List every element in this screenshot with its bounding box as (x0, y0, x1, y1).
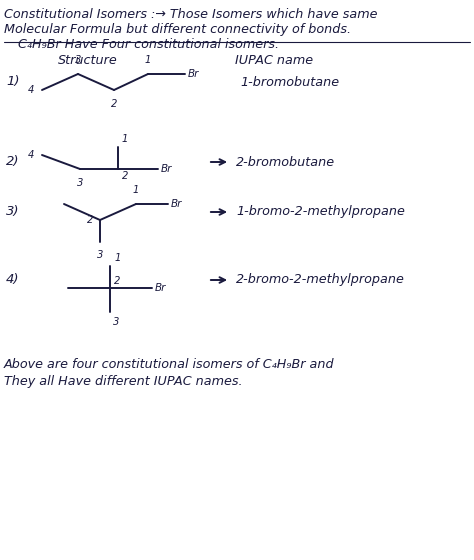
Text: 1: 1 (115, 253, 121, 263)
Text: IUPAC name: IUPAC name (235, 54, 313, 67)
Text: 1-bromo-2-methylpropane: 1-bromo-2-methylpropane (236, 206, 405, 218)
Text: 2: 2 (87, 215, 93, 225)
Text: Br: Br (161, 164, 173, 174)
Text: Br: Br (155, 283, 166, 293)
Text: Above are four constitutional isomers of C₄H₉Br and: Above are four constitutional isomers of… (4, 358, 335, 371)
Text: Structure: Structure (58, 54, 118, 67)
Text: 4: 4 (27, 85, 34, 95)
Text: 4): 4) (6, 273, 19, 287)
Text: 2-bromobutane: 2-bromobutane (236, 156, 335, 169)
Text: 1): 1) (6, 76, 19, 88)
Text: 1-bromobutane: 1-bromobutane (240, 76, 339, 88)
Text: 3: 3 (77, 178, 83, 188)
Text: 1: 1 (133, 185, 139, 195)
Text: 2-bromo-2-methylpropane: 2-bromo-2-methylpropane (236, 273, 405, 287)
Text: 2: 2 (114, 276, 120, 286)
Text: 3: 3 (113, 317, 119, 327)
Text: 1: 1 (145, 55, 151, 65)
Text: 2: 2 (122, 171, 128, 181)
Text: 4: 4 (27, 150, 34, 160)
Text: Constitutional Isomers :→ Those Isomers which have same: Constitutional Isomers :→ Those Isomers … (4, 8, 377, 21)
Text: Br: Br (171, 199, 182, 209)
Text: 2): 2) (6, 156, 19, 169)
Text: 3): 3) (6, 206, 19, 218)
Text: 3: 3 (97, 250, 103, 260)
Text: Molecular Formula but different connectivity of bonds.: Molecular Formula but different connecti… (4, 24, 351, 36)
Text: 3: 3 (75, 55, 81, 65)
Text: C₄H₉Br Have Four constitutional isomers.: C₄H₉Br Have Four constitutional isomers. (18, 39, 279, 52)
Text: They all Have different IUPAC names.: They all Have different IUPAC names. (4, 376, 243, 389)
Text: 2: 2 (111, 99, 117, 109)
Text: Br: Br (188, 69, 200, 79)
Text: 1: 1 (122, 134, 128, 144)
